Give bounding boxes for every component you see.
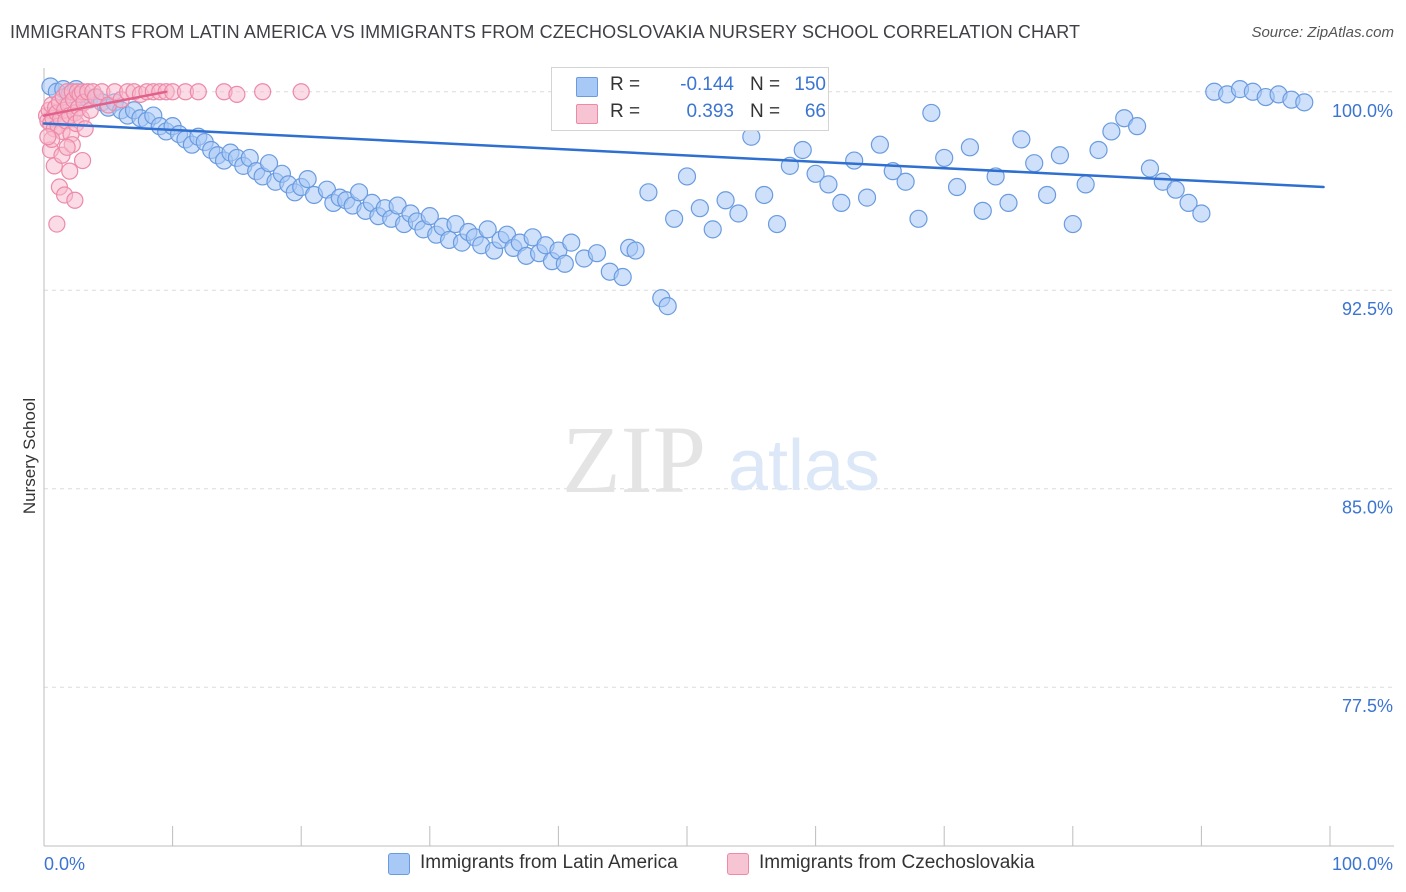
point-latin-america [1179, 193, 1198, 213]
point-latin-america [665, 209, 684, 228]
point-czechoslovakia [189, 83, 207, 101]
legend-r-label: R = [610, 74, 641, 95]
point-latin-america [639, 183, 658, 202]
point-latin-america [973, 201, 992, 220]
point-latin-america [690, 199, 709, 218]
legend-r-value: 0.393 [686, 101, 734, 122]
point-latin-america [819, 175, 838, 194]
legend-n-value: 150 [794, 74, 826, 95]
point-latin-america [1063, 214, 1082, 234]
point-latin-america [716, 191, 735, 210]
point-czechoslovakia [48, 215, 66, 233]
point-czechoslovakia [66, 191, 84, 209]
legend-swatch-pink [576, 104, 598, 124]
legend-n-label: N = [750, 74, 781, 95]
point-latin-america [1025, 154, 1044, 173]
point-latin-america [420, 207, 439, 226]
y-tick-label: 100.0% [1332, 101, 1393, 121]
x-tick-label-min: 0.0% [44, 854, 85, 874]
point-latin-america [1050, 146, 1070, 165]
point-latin-america [259, 154, 279, 173]
y-tick-label: 92.5% [1342, 299, 1393, 319]
point-latin-america [755, 185, 774, 205]
point-latin-america [806, 164, 825, 183]
point-latin-america [1089, 140, 1108, 160]
point-latin-america [909, 209, 928, 228]
y-axis-title: Nursery School [20, 397, 39, 515]
point-latin-america [1037, 185, 1057, 205]
point-latin-america [857, 188, 877, 207]
points-layer [37, 77, 1314, 316]
point-czechoslovakia [254, 83, 272, 101]
point-latin-america [1076, 175, 1095, 194]
point-latin-america [562, 233, 581, 252]
point-latin-america [793, 140, 812, 160]
point-czechoslovakia [228, 85, 246, 104]
legend-n-value: 66 [804, 101, 826, 122]
bottom-legend-swatch-pink [727, 853, 749, 875]
watermark-zip: ZIP [562, 406, 706, 513]
point-latin-america [587, 244, 607, 263]
legend-n-label: N = [750, 101, 781, 122]
point-latin-america [478, 220, 497, 239]
legend-swatch-blue [576, 77, 598, 97]
chart-title: IMMIGRANTS FROM LATIN AMERICA VS IMMIGRA… [10, 22, 1081, 42]
point-czechoslovakia [61, 162, 79, 180]
tick-label-layer: 77.5% 85.0% 92.5% 100.0% 0.0% 100.0% [44, 101, 1393, 874]
point-latin-america [677, 167, 697, 186]
bottom-legend-swatch-blue [388, 853, 410, 875]
point-latin-america [1012, 130, 1031, 149]
point-czechoslovakia [76, 120, 94, 138]
bottom-legend-label: Immigrants from Czechoslovakia [759, 852, 1035, 873]
point-czechoslovakia [58, 138, 76, 156]
point-latin-america [703, 220, 722, 239]
point-czechoslovakia [292, 83, 310, 101]
trendline-latin-america [42, 122, 1325, 189]
bottom-legend-label: Immigrants from Latin America [420, 852, 678, 873]
point-latin-america [870, 135, 890, 154]
point-latin-america [626, 241, 645, 260]
source-credit: Source: ZipAtlas.com [1251, 24, 1394, 41]
point-latin-america [935, 148, 954, 168]
trendline-czechoslovakia [42, 90, 168, 117]
point-latin-america [960, 138, 980, 157]
x-tick-label-max: 100.0% [1332, 854, 1393, 874]
point-latin-america [555, 254, 574, 273]
point-latin-america [999, 193, 1018, 213]
point-latin-america [922, 103, 941, 123]
point-latin-america [349, 183, 369, 202]
point-latin-america [658, 297, 677, 316]
point-latin-america [729, 204, 748, 223]
trend-layer [42, 90, 1325, 189]
correlation-legend: R = -0.144 N = 150 R = 0.393 N = 66 [551, 67, 829, 131]
point-latin-america [613, 267, 632, 287]
watermark-atlas: atlas [728, 426, 880, 506]
point-latin-america [1295, 93, 1314, 112]
point-czechoslovakia [73, 151, 92, 170]
point-latin-america [1127, 117, 1147, 136]
y-tick-label: 85.0% [1342, 498, 1393, 518]
legend-r-label: R = [610, 101, 641, 122]
point-latin-america [1166, 180, 1185, 199]
point-latin-america [845, 151, 864, 170]
point-latin-america [767, 214, 787, 234]
point-latin-america [1102, 122, 1121, 141]
point-latin-america [1192, 204, 1211, 223]
y-tick-label: 77.5% [1342, 696, 1393, 716]
watermark: ZIP atlas [562, 406, 880, 513]
legend-r-value: -0.144 [680, 74, 734, 95]
axis-layer [43, 68, 1394, 847]
point-latin-america [1140, 159, 1160, 178]
point-latin-america [832, 193, 851, 213]
point-latin-america [298, 169, 317, 189]
point-latin-america [947, 177, 967, 197]
point-czechoslovakia [39, 128, 57, 146]
point-latin-america [896, 172, 915, 191]
